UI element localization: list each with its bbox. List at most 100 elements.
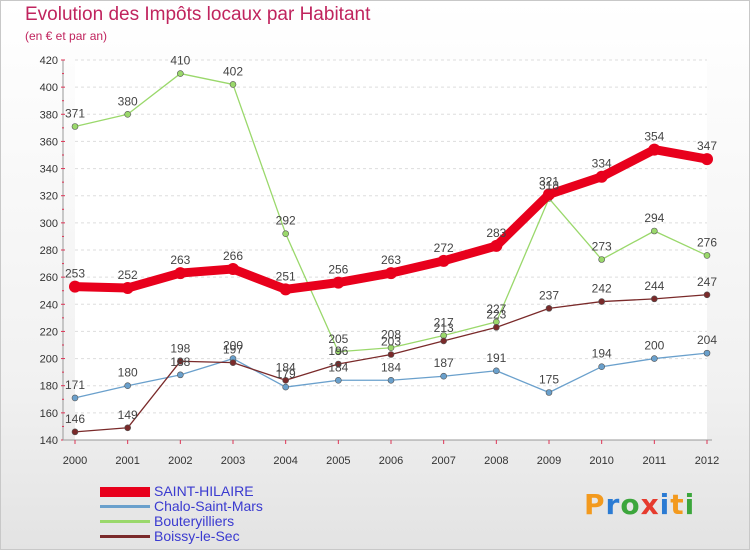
- data-label: 251: [276, 269, 296, 283]
- x-tick-label: 2005: [326, 455, 350, 467]
- data-point: [493, 324, 500, 331]
- data-label: 244: [644, 279, 664, 293]
- data-point: [121, 282, 134, 294]
- data-point: [227, 263, 239, 275]
- data-label: 146: [65, 412, 85, 426]
- data-point: [387, 376, 395, 384]
- y-tick-label: 380: [40, 109, 58, 121]
- data-label: 194: [592, 347, 612, 361]
- data-point: [69, 280, 81, 293]
- data-point: [440, 372, 447, 380]
- data-point: [490, 239, 503, 252]
- y-tick-label: 420: [40, 55, 58, 67]
- data-label: 197: [223, 343, 243, 357]
- y-tick-label: 400: [40, 82, 58, 94]
- data-point: [598, 256, 605, 263]
- data-point: [651, 355, 658, 362]
- data-label: 203: [381, 335, 401, 349]
- data-label: 334: [592, 157, 612, 171]
- data-label: 188: [170, 355, 190, 369]
- y-tick-label: 260: [40, 272, 58, 284]
- line-chart: 140 160 180 200 220 240 260 280 300 320 340 360 380 4…: [40, 54, 720, 467]
- legend-item: Boissy-le-Sec: [100, 529, 300, 544]
- data-label: 354: [644, 130, 664, 144]
- data-label: 263: [170, 253, 190, 267]
- legend-swatch: [100, 487, 150, 497]
- y-tick-label: 320: [40, 191, 58, 203]
- data-label: 184: [276, 360, 296, 374]
- y-tick-label: 300: [40, 218, 58, 230]
- x-tick-label: 2006: [379, 455, 403, 467]
- data-point: [229, 81, 237, 88]
- data-point: [177, 70, 184, 77]
- data-label: 318: [539, 178, 559, 192]
- data-point: [543, 188, 555, 201]
- data-label: 256: [328, 263, 348, 277]
- data-label: 227: [486, 302, 506, 316]
- legend-label: Boissy-le-Sec: [154, 528, 240, 544]
- data-point: [177, 357, 184, 365]
- data-label: 263: [381, 253, 401, 267]
- data-label: 276: [697, 235, 717, 249]
- data-point: [598, 363, 605, 371]
- legend-label: SAINT-HILAIRE: [154, 483, 254, 499]
- y-tick-label: 240: [40, 299, 58, 311]
- data-label: 371: [65, 107, 85, 121]
- data-point: [703, 349, 711, 357]
- logo-letter: P: [584, 488, 606, 521]
- y-tick-label: 340: [40, 164, 58, 176]
- legend-label: Bouteryilliers: [154, 513, 235, 529]
- legend-item: Bouteryilliers: [100, 514, 300, 529]
- legend: SAINT-HILAIRE Chalo-Saint-Mars Bouteryilli…: [100, 484, 300, 544]
- proxiti-logo: Proxiti: [584, 488, 695, 521]
- x-tick-label: 2011: [643, 455, 667, 467]
- data-label: 347: [697, 139, 717, 153]
- data-point: [335, 348, 342, 356]
- data-point: [595, 170, 608, 183]
- data-point: [701, 153, 713, 166]
- data-label: 237: [539, 288, 559, 302]
- data-label: 283: [486, 226, 506, 240]
- data-point: [177, 371, 184, 379]
- data-label: 205: [328, 332, 348, 346]
- data-point: [651, 295, 658, 303]
- x-tick-label: 2004: [273, 455, 297, 467]
- data-label: 253: [65, 267, 85, 281]
- data-label: 272: [434, 241, 454, 255]
- data-label: 149: [118, 408, 138, 422]
- data-point: [174, 267, 187, 280]
- data-label: 200: [223, 339, 243, 353]
- logo-letter: r: [605, 488, 621, 521]
- logo-letter: t: [670, 488, 685, 521]
- data-label: 402: [223, 64, 243, 78]
- data-label: 184: [381, 360, 401, 374]
- data-point: [703, 252, 711, 259]
- data-label: 187: [434, 356, 454, 370]
- data-label: 196: [328, 344, 348, 358]
- x-tick-label: 2003: [221, 455, 245, 467]
- logo-letter: i: [659, 488, 671, 521]
- data-point: [71, 428, 79, 436]
- data-label: 208: [381, 328, 401, 342]
- data-label: 191: [486, 351, 506, 365]
- data-point: [648, 143, 661, 156]
- data-point: [279, 283, 292, 296]
- logo-letter: o: [620, 488, 641, 521]
- logo-letter: i: [684, 488, 696, 521]
- x-tick-label: 2001: [115, 455, 139, 467]
- y-tick-label: 220: [40, 326, 58, 338]
- data-label: 294: [644, 211, 664, 225]
- data-point: [335, 360, 342, 368]
- x-tick-label: 2009: [537, 455, 561, 467]
- legend-swatch: [100, 505, 150, 508]
- data-label: 273: [592, 240, 612, 254]
- data-label: 198: [170, 341, 190, 355]
- data-label: 410: [170, 54, 190, 68]
- legend-swatch: [100, 535, 150, 538]
- data-label: 184: [328, 360, 348, 374]
- data-point: [440, 337, 447, 345]
- x-tick-label: 2007: [431, 455, 455, 467]
- data-label: 200: [644, 339, 664, 353]
- y-tick-label: 140: [40, 435, 58, 447]
- legend-label: Chalo-Saint-Mars: [154, 498, 263, 514]
